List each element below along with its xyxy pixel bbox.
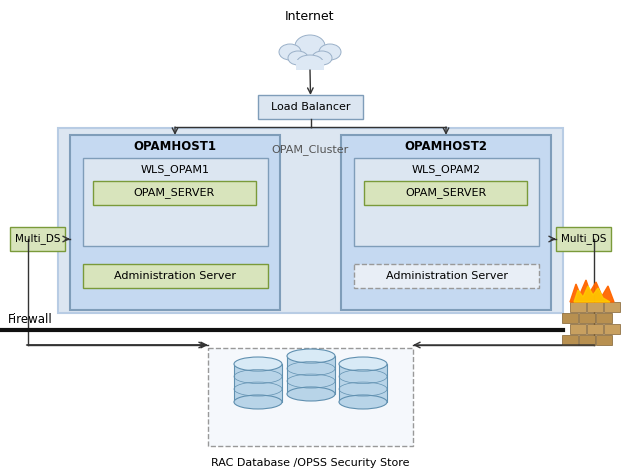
Ellipse shape <box>288 51 308 65</box>
Text: Load Balancer: Load Balancer <box>271 102 350 112</box>
Polygon shape <box>570 280 614 302</box>
Text: WLS_OPAM2: WLS_OPAM2 <box>412 164 481 175</box>
Ellipse shape <box>297 55 323 69</box>
Ellipse shape <box>312 51 332 65</box>
Bar <box>258 95 363 119</box>
Bar <box>562 313 578 323</box>
Polygon shape <box>574 286 610 302</box>
Ellipse shape <box>295 35 325 57</box>
Text: Multi_DS: Multi_DS <box>15 234 60 244</box>
Text: Multi_DS: Multi_DS <box>561 234 606 244</box>
Text: OPAMHOST2: OPAMHOST2 <box>404 141 487 154</box>
Bar <box>354 158 539 246</box>
Bar <box>596 335 612 345</box>
Bar <box>596 313 612 323</box>
Ellipse shape <box>287 349 335 363</box>
Bar <box>562 335 578 345</box>
Ellipse shape <box>279 44 301 60</box>
Text: Administration Server: Administration Server <box>386 271 507 281</box>
Bar <box>604 302 620 312</box>
Bar <box>93 181 256 205</box>
Bar <box>58 128 563 313</box>
Bar <box>354 264 539 288</box>
Ellipse shape <box>234 395 282 409</box>
Ellipse shape <box>319 44 341 60</box>
Bar <box>234 364 282 402</box>
Text: OPAM_Cluster: OPAM_Cluster <box>271 145 348 156</box>
Text: WLS_OPAM1: WLS_OPAM1 <box>141 164 210 175</box>
Bar <box>341 135 551 310</box>
Text: Administration Server: Administration Server <box>114 271 237 281</box>
Bar <box>10 227 65 251</box>
Ellipse shape <box>339 395 387 409</box>
Bar <box>587 324 603 334</box>
Bar <box>579 313 595 323</box>
Ellipse shape <box>339 357 387 371</box>
Bar <box>604 324 620 334</box>
Text: OPAMHOST1: OPAMHOST1 <box>134 141 217 154</box>
Text: Firewall: Firewall <box>8 313 53 326</box>
Bar <box>570 302 586 312</box>
Bar <box>364 181 527 205</box>
Bar <box>208 348 413 446</box>
Ellipse shape <box>234 357 282 371</box>
Text: Internet: Internet <box>285 10 335 23</box>
Bar <box>587 302 603 312</box>
Bar <box>83 158 268 246</box>
Ellipse shape <box>287 387 335 401</box>
Bar <box>556 227 611 251</box>
Bar <box>70 135 280 310</box>
Bar <box>570 324 586 334</box>
Text: OPAM_SERVER: OPAM_SERVER <box>134 188 215 198</box>
Bar <box>339 364 387 402</box>
Bar <box>296 60 324 70</box>
Bar <box>287 356 335 394</box>
Bar <box>579 335 595 345</box>
Text: RAC Database /OPSS Security Store: RAC Database /OPSS Security Store <box>211 458 410 468</box>
Text: OPAM_SERVER: OPAM_SERVER <box>405 188 486 198</box>
Bar <box>83 264 268 288</box>
